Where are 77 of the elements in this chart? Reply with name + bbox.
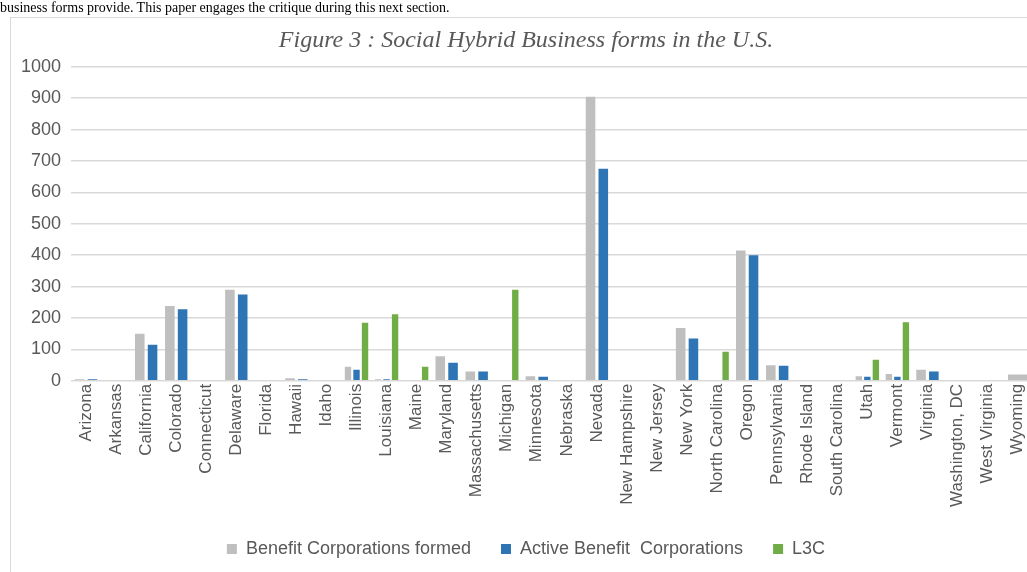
y-tick-label: 700 [31,149,62,170]
text: business forms provide. This paper engages the critique during this next section. [0,0,450,16]
x-tick-label: Connecticut [195,383,215,474]
bar [465,371,476,381]
x-tick-label: Florida [256,383,276,436]
bar [134,333,145,381]
legend-label: Benefit Corporations formed [245,537,471,558]
x-tick-label: Minnesota [526,383,546,463]
x-tick-label: Rhode Island [796,383,816,485]
y-tick-label: 600 [31,181,62,202]
bar [361,322,369,381]
x-tick-label: South Carolina [826,383,846,497]
bar [688,338,699,381]
x-tick-label: Pennsylvania [766,383,786,485]
bar [585,96,596,381]
x-tick-label: Nevada [586,383,606,443]
x-tick-label: Massachusetts [466,383,486,498]
x-tick-label: Hawaii [286,383,306,435]
x-tick-label: Arizona [75,383,95,442]
x-tick-label: New York [676,383,696,456]
y-tick-label: 400 [31,244,62,265]
bar [872,359,880,381]
x-tick-label: Utah [857,383,877,420]
y-tick-label: 300 [31,275,62,296]
bar [237,294,248,381]
y-tick-label: 500 [31,212,62,233]
bar [225,289,235,381]
bar [538,376,548,381]
x-tick-label: Wyoming [1007,383,1027,455]
x-tick-label: New Hampshire [616,383,636,505]
bar [525,376,536,381]
bar [598,168,609,381]
y-tick-label: 1000 [21,55,62,76]
chart-title: Figure 3 : Social Hybrid Business forms in the U.S. [277,25,774,52]
x-tick-label: Arkansas [105,383,125,455]
bar [478,371,488,381]
bar [675,328,686,381]
bar [778,365,789,381]
bar [421,366,429,381]
x-tick-label: Maine [406,383,426,431]
bar [902,322,910,381]
bar [929,371,939,381]
bar [435,356,446,381]
bar [916,369,926,381]
y-tick-label: 900 [31,87,62,108]
x-tick-label: North Carolina [706,383,726,494]
x-tick-label: Washington, DC [947,383,967,508]
bar [735,250,746,381]
x-tick-label: Louisiana [376,383,396,457]
y-tick-label: 800 [31,118,62,139]
x-tick-label: Idaho [316,383,336,427]
x-tick-label: Oregon [736,383,756,441]
x-tick-label: Nebraska [556,383,576,457]
bar [177,309,188,381]
x-tick-label: Illinois [346,383,366,432]
x-tick-label: New Jersey [646,383,666,473]
bar [391,314,399,381]
bar [748,255,759,381]
y-tick-label: 0 [51,369,62,390]
legend-label: Active Benefit Corporations [519,537,744,558]
x-tick-label: Virginia [917,383,937,441]
bar [722,351,729,381]
bar [147,344,158,381]
y-tick-label: 100 [31,338,62,359]
x-tick-label: Michigan [496,383,516,452]
bar [766,365,776,381]
x-tick-label: Maryland [436,383,456,454]
bar [165,306,175,381]
legend-label: L3C [792,537,826,558]
bar [448,362,458,381]
x-tick-label: Vermont [887,383,907,448]
bar [512,289,519,381]
y-tick-label: 200 [31,307,62,328]
x-tick-label: West Virginia [977,383,997,484]
x-tick-label: California [135,383,155,456]
x-tick-label: Delaware [226,383,245,456]
x-tick-label: Colorado [165,383,185,453]
